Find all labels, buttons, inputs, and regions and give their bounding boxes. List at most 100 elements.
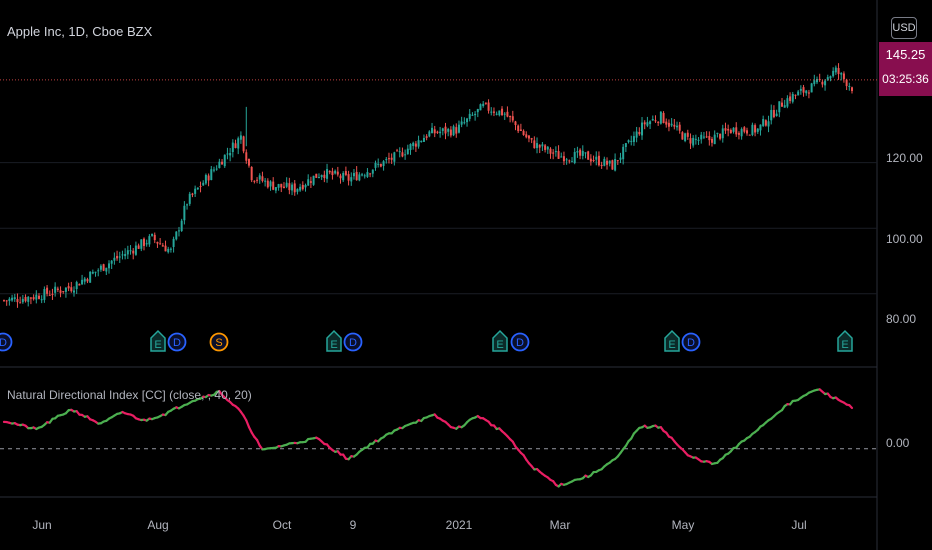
indicator-y-tick-0: 0.00 — [886, 436, 910, 450]
candle-body — [676, 125, 679, 128]
candle-body — [692, 137, 695, 146]
candle-body — [86, 279, 89, 282]
candle-body — [396, 150, 399, 152]
candle-body — [229, 152, 232, 156]
candle-body — [29, 297, 32, 299]
candle-body — [8, 298, 11, 301]
candle-body — [202, 182, 205, 186]
candle-body — [670, 123, 673, 126]
candle-body — [490, 111, 493, 113]
candle-body — [339, 175, 342, 179]
candle-body — [91, 271, 94, 274]
candle-body — [177, 230, 180, 232]
candle-body — [420, 141, 423, 143]
earnings-marker — [150, 329, 166, 352]
candle-body — [743, 127, 746, 132]
candle-body — [813, 80, 816, 85]
y-tick-120: 120.00 — [886, 151, 923, 165]
candle-body — [145, 243, 148, 245]
candle-body — [635, 131, 638, 138]
candle-body — [48, 294, 51, 296]
candle-body — [350, 177, 353, 182]
candle-body — [37, 295, 40, 299]
candle-body — [759, 124, 762, 131]
candle-body — [347, 174, 350, 181]
candle-body — [307, 179, 310, 186]
candle-body — [789, 96, 792, 101]
dividend-marker-label: D — [0, 337, 7, 349]
candle-body — [474, 113, 477, 116]
candle-body — [441, 128, 444, 131]
candle-body — [151, 233, 154, 236]
candle-body — [221, 161, 224, 165]
candle-body — [482, 103, 485, 107]
candle-body — [681, 132, 684, 140]
candle-body — [608, 160, 611, 164]
candle-body — [772, 110, 775, 118]
candle-body — [433, 129, 436, 134]
candle-body — [716, 132, 719, 134]
candle-body — [156, 241, 159, 244]
earnings-marker-label: E — [668, 339, 675, 351]
candle-body — [697, 139, 700, 141]
candle-body — [721, 128, 724, 139]
x-tick-jul: Jul — [791, 518, 807, 532]
candle-body — [382, 161, 385, 166]
candle-body — [525, 134, 528, 138]
candle-body — [280, 183, 283, 188]
candle-body — [121, 254, 124, 256]
candle-body — [46, 287, 49, 294]
candle-body — [183, 205, 186, 221]
candle-body — [414, 143, 417, 147]
candle-body — [237, 138, 240, 149]
candle-body — [320, 175, 323, 178]
candle-body — [595, 156, 598, 160]
candle-body — [124, 253, 127, 257]
candle-body — [132, 250, 135, 254]
candle-body — [169, 248, 172, 250]
candle-body — [786, 98, 789, 107]
currency-button[interactable]: USD — [891, 17, 917, 39]
candle-body — [794, 94, 797, 96]
candle-body — [581, 150, 584, 156]
candle-body — [732, 127, 735, 132]
candle-body — [711, 138, 714, 143]
candle-body — [573, 152, 576, 163]
candle-body — [16, 299, 19, 303]
candle-body — [756, 128, 759, 132]
candle-body — [256, 179, 259, 181]
candle-body — [304, 185, 307, 188]
candle-body — [199, 186, 202, 188]
candle-body — [762, 119, 765, 126]
candle-body — [234, 143, 237, 148]
candle-body — [708, 135, 711, 141]
x-tick-oct: Oct — [272, 518, 292, 532]
candle-body — [724, 128, 727, 131]
candle-body — [118, 256, 121, 258]
candle-body — [541, 144, 544, 147]
candle-body — [449, 129, 452, 136]
candle-body — [530, 138, 533, 140]
candle-body — [568, 160, 571, 162]
candle-body — [129, 250, 132, 252]
candle-body — [282, 186, 285, 188]
candle-body — [366, 172, 369, 177]
candle-body — [83, 278, 86, 282]
candle-body — [619, 157, 622, 160]
candle-body — [40, 299, 43, 301]
candle-body — [186, 204, 189, 206]
candle-body — [188, 193, 191, 204]
candle-body — [142, 238, 145, 246]
candle-body — [764, 120, 767, 126]
candle-body — [654, 120, 657, 122]
candle-body — [24, 297, 27, 302]
candle-body — [549, 148, 552, 154]
candle-body — [589, 158, 592, 162]
candle-body — [312, 175, 315, 185]
candle-body — [11, 297, 14, 301]
dividend-marker — [681, 332, 701, 352]
candle-body — [678, 124, 681, 131]
bar-countdown: 03:25:36 — [882, 72, 929, 86]
candle-body — [334, 170, 337, 174]
